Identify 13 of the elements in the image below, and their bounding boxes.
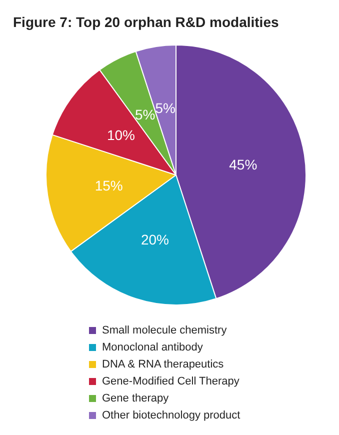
chart-title: Figure 7: Top 20 orphan R&D modalities xyxy=(13,14,279,30)
data-label: 45% xyxy=(229,156,258,172)
legend-label: Other biotechnology product xyxy=(102,410,240,422)
legend-label: Monoclonal antibody xyxy=(102,342,204,354)
data-label: 10% xyxy=(106,127,135,144)
data-label: 5% xyxy=(155,100,176,116)
legend-label: Gene therapy xyxy=(102,392,170,404)
legend-label: DNA & RNA therapeutics xyxy=(102,358,224,370)
data-label: 5% xyxy=(135,106,156,122)
data-label: 15% xyxy=(94,178,123,194)
data-label: 20% xyxy=(140,232,169,248)
legend-label: Gene-Modified Cell Therapy xyxy=(102,376,240,388)
legend-label: Small molecule chemistry xyxy=(102,324,228,336)
